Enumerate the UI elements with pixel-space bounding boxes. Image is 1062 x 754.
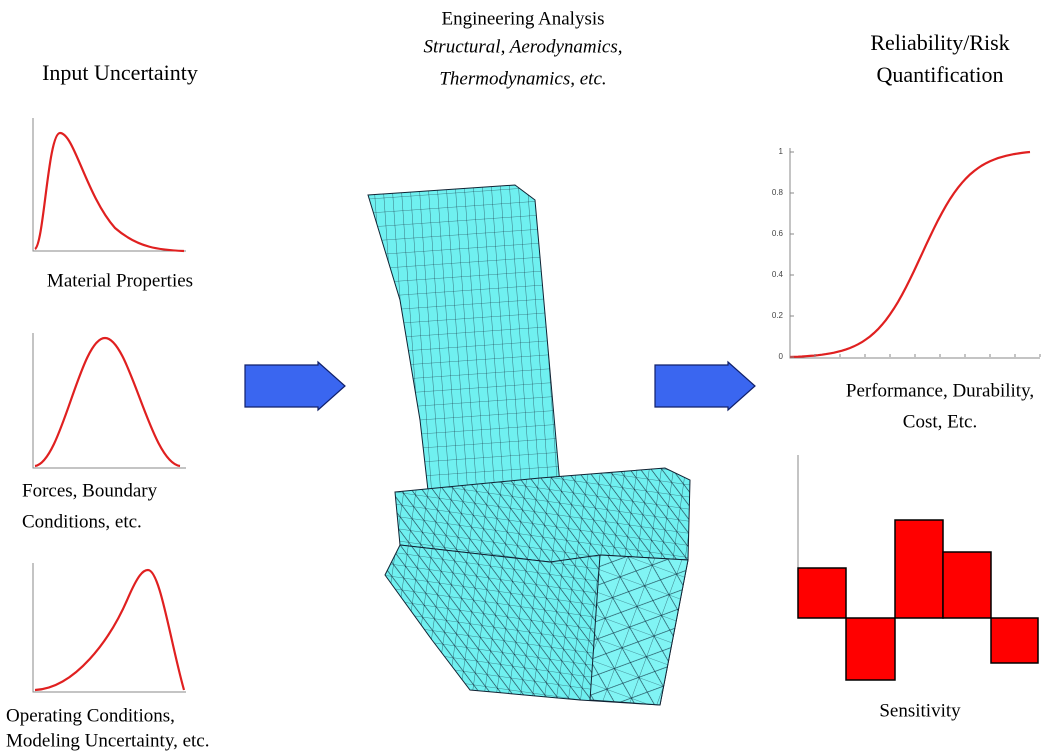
sensitivity-bars <box>798 520 1038 680</box>
y-tick-label: 1 <box>779 147 784 156</box>
axis <box>790 148 1040 358</box>
label: Sensitivity <box>879 700 961 721</box>
pdf-curve <box>35 133 184 251</box>
y-tick-label: 0.4 <box>772 270 784 279</box>
arrow <box>655 362 755 410</box>
section-title: Reliability/Risk <box>870 30 1009 55</box>
section-title: Quantification <box>876 62 1003 87</box>
y-tick-label: 0.2 <box>772 311 784 320</box>
y-tick-label: 0.8 <box>772 188 784 197</box>
axis <box>33 333 186 468</box>
section-title: Input Uncertainty <box>42 60 198 85</box>
blade-mesh <box>368 185 690 705</box>
pdf-curve <box>35 570 184 690</box>
label: Material Properties <box>47 270 193 291</box>
axis <box>33 563 186 692</box>
label: Modeling Uncertainty, etc. <box>6 730 209 751</box>
diagram: Input Uncertainty Engineering Analysis S… <box>0 0 1062 754</box>
label: Performance, Durability, <box>846 380 1034 401</box>
pdf-curve <box>35 338 180 466</box>
label: Operating Conditions, <box>6 705 175 726</box>
section-subtitle: Thermodynamics, etc. <box>439 68 606 89</box>
cdf-curve <box>790 152 1030 357</box>
label: Cost, Etc. <box>903 411 977 432</box>
cdf-plot: 0 0.2 0.4 0.6 0.8 1 <box>772 147 1040 361</box>
y-tick-label: 0.6 <box>772 229 784 238</box>
y-tick-label: 0 <box>779 352 784 361</box>
label: Forces, Boundary <box>22 480 158 501</box>
section-title: Engineering Analysis <box>441 8 604 29</box>
label: Conditions, etc. <box>22 511 142 532</box>
arrow <box>245 362 345 410</box>
section-subtitle: Structural, Aerodynamics, <box>424 36 623 57</box>
